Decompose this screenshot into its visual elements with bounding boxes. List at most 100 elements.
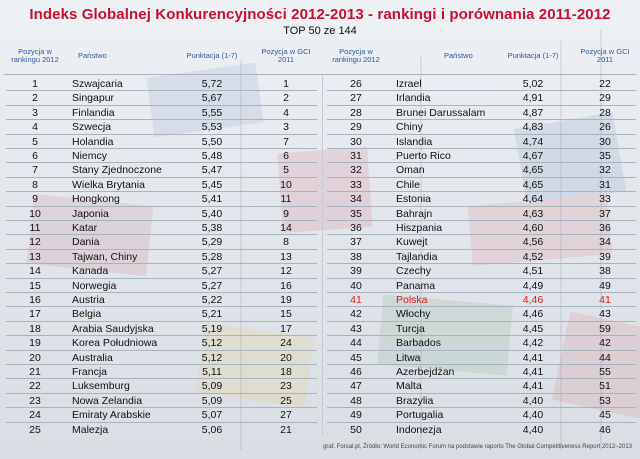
row-divider bbox=[327, 277, 636, 279]
country-cell: Hiszpania bbox=[396, 222, 443, 234]
country-cell: Polska bbox=[396, 294, 428, 306]
row-divider bbox=[327, 421, 636, 423]
rank-cell: 26 bbox=[350, 78, 362, 90]
rank-cell: 12 bbox=[29, 236, 41, 249]
row-divider bbox=[6, 234, 317, 236]
score-cell: 4,42 bbox=[522, 337, 544, 350]
table-row: 42 Włochy 4,46 43 bbox=[0, 307, 640, 322]
country-cell: Puerto Rico bbox=[396, 150, 451, 162]
country-cell: Luksemburg bbox=[72, 380, 130, 393]
row-divider bbox=[327, 335, 636, 337]
rank-cell: 41 bbox=[350, 294, 362, 306]
row-divider bbox=[6, 263, 317, 265]
rank-cell: 38 bbox=[350, 250, 362, 263]
score-cell: 5,06 bbox=[201, 423, 223, 436]
row-divider bbox=[327, 292, 636, 293]
table-row: 25 Malezja 5,06 21 bbox=[0, 423, 640, 438]
table-row: 28 Brunei Darussalam 4,87 28 bbox=[0, 106, 640, 121]
country-cell: Hongkong bbox=[72, 193, 120, 206]
rank-cell: 29 bbox=[350, 121, 362, 134]
table-row: 9 Hongkong 5,41 11 bbox=[0, 192, 640, 207]
country-cell: Szwajcaria bbox=[72, 78, 123, 90]
country-cell: Emiraty Arabskie bbox=[72, 409, 151, 422]
table-row: 34 Estonia 4,64 33 bbox=[0, 192, 640, 207]
prev-rank-cell: 22 bbox=[599, 78, 611, 90]
table-row: 20 Australia 5,12 20 bbox=[0, 351, 640, 366]
score-cell: 5,45 bbox=[201, 178, 223, 191]
prev-rank-cell: 19 bbox=[280, 294, 292, 306]
table-row: 49 Portugalia 4,40 45 bbox=[0, 408, 640, 423]
table-row: 21 Francja 5,11 18 bbox=[0, 365, 640, 380]
table-row: 19 Korea Południowa 5,12 24 bbox=[0, 336, 640, 351]
country-cell: Tajwan, Chiny bbox=[72, 250, 138, 263]
score-cell: 5,09 bbox=[201, 394, 223, 407]
score-cell: 4,52 bbox=[522, 250, 544, 263]
country-cell: Francja bbox=[72, 366, 108, 378]
table-row: 7 Stany Zjednoczone 5,47 5 bbox=[0, 163, 640, 178]
prev-rank-cell: 49 bbox=[599, 279, 611, 292]
rank-cell: 6 bbox=[32, 150, 38, 162]
score-cell: 5,27 bbox=[201, 265, 223, 278]
row-divider bbox=[6, 162, 317, 164]
table-row: 50 Indonezja 4,40 46 bbox=[0, 423, 640, 438]
rank-cell: 7 bbox=[32, 164, 38, 177]
country-cell: Szwecja bbox=[72, 121, 112, 134]
header-score-left: Punktacja (1-7) bbox=[186, 50, 238, 60]
table-row: 47 Malta 4,41 51 bbox=[0, 379, 640, 394]
prev-rank-cell: 11 bbox=[280, 193, 292, 206]
prev-rank-cell: 35 bbox=[599, 150, 611, 162]
score-cell: 5,29 bbox=[201, 236, 223, 249]
rank-cell: 44 bbox=[350, 337, 362, 350]
score-cell: 5,02 bbox=[522, 78, 544, 90]
header-prev-left: Pozycja w GCI 2011 bbox=[261, 46, 311, 64]
row-divider bbox=[6, 335, 317, 337]
country-cell: Malezja bbox=[72, 423, 109, 436]
table-row: 35 Bahrajn 4,63 37 bbox=[0, 207, 640, 222]
country-cell: Singapur bbox=[72, 92, 115, 105]
rank-cell: 36 bbox=[350, 222, 362, 234]
country-cell: Arabia Saudyjska bbox=[72, 322, 154, 335]
header-country-left: Państwo bbox=[78, 50, 107, 60]
row-divider bbox=[6, 176, 317, 178]
score-cell: 5,09 bbox=[201, 380, 223, 393]
rank-cell: 30 bbox=[350, 135, 362, 148]
row-divider bbox=[327, 364, 636, 365]
score-cell: 4,40 bbox=[522, 409, 544, 422]
rank-cell: 43 bbox=[350, 322, 362, 335]
rank-cell: 22 bbox=[29, 380, 41, 393]
country-cell: Portugalia bbox=[396, 409, 444, 422]
score-cell: 5,40 bbox=[201, 207, 223, 220]
row-divider bbox=[327, 263, 636, 265]
header-divider bbox=[4, 74, 636, 75]
rank-cell: 42 bbox=[350, 308, 362, 321]
prev-rank-cell: 15 bbox=[280, 308, 292, 321]
row-divider bbox=[327, 234, 636, 236]
row-divider bbox=[327, 407, 636, 409]
row-divider bbox=[6, 378, 317, 380]
score-cell: 5,72 bbox=[201, 78, 223, 90]
country-cell: Norwegia bbox=[72, 279, 117, 292]
row-divider bbox=[327, 378, 636, 380]
prev-rank-cell: 23 bbox=[280, 380, 292, 393]
table-row: 23 Nowa Zelandia 5,09 25 bbox=[0, 394, 640, 409]
header-country-right: Państwo bbox=[444, 50, 473, 60]
country-cell: Włochy bbox=[396, 308, 431, 321]
score-cell: 4,49 bbox=[522, 279, 544, 292]
country-cell: Indonezja bbox=[396, 423, 442, 436]
rank-cell: 49 bbox=[350, 409, 362, 422]
score-cell: 4,91 bbox=[522, 92, 544, 105]
row-divider bbox=[327, 90, 636, 92]
row-divider bbox=[327, 349, 636, 351]
country-cell: Brazylia bbox=[396, 394, 434, 407]
row-divider bbox=[327, 148, 636, 149]
score-cell: 4,63 bbox=[522, 207, 544, 220]
table-row: 38 Tajlandia 4,52 39 bbox=[0, 250, 640, 265]
table-row: 16 Austria 5,22 19 bbox=[0, 293, 640, 308]
country-cell: Nowa Zelandia bbox=[72, 394, 143, 407]
row-divider bbox=[327, 205, 636, 207]
rank-cell: 13 bbox=[29, 250, 41, 263]
country-cell: Irlandia bbox=[396, 92, 431, 105]
prev-rank-cell: 25 bbox=[280, 394, 292, 407]
row-divider bbox=[327, 392, 636, 394]
country-cell: Izrael bbox=[396, 78, 422, 90]
